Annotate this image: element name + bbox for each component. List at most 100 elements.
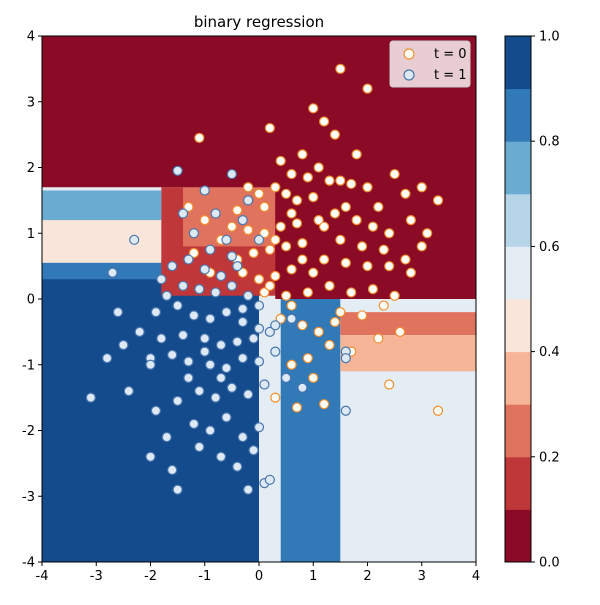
point-t1-30 [177, 330, 189, 341]
point-t1-46 [123, 385, 134, 397]
point-t1-27 [253, 300, 265, 311]
point-t0-52 [405, 267, 416, 278]
point-t1-39 [183, 356, 194, 367]
point-t1-7 [205, 244, 216, 255]
point-t0-85 [188, 247, 199, 259]
point-t0-16 [362, 182, 373, 193]
x-tick-label: 2 [363, 569, 371, 584]
point-t1-20 [243, 290, 254, 301]
point-t0-7 [297, 149, 308, 160]
point-t1-69 [264, 474, 275, 485]
point-t0-18 [308, 191, 319, 203]
x-tick-label: 3 [418, 569, 426, 584]
point-t1-33 [232, 336, 243, 347]
chart-title: binary regression [194, 13, 324, 31]
point-t0-9 [275, 155, 286, 167]
point-t1-47 [150, 405, 162, 416]
point-t1-87 [101, 353, 113, 364]
x-tick-label: 4 [472, 569, 480, 584]
colorbar: 0.0 0.2 0.4 0.6 0.8 1.0 [504, 30, 560, 571]
y-axis: -4 -3 -2 -1 0 1 2 3 4 [22, 30, 42, 571]
point-t0-75 [270, 392, 281, 403]
point-t0-13 [324, 175, 335, 186]
point-t0-94 [286, 208, 297, 219]
point-t1-18 [210, 287, 221, 298]
point-t0-14 [346, 178, 357, 190]
point-t0-78 [384, 379, 395, 390]
point-t1-41 [221, 362, 232, 374]
point-t1-17 [194, 284, 205, 295]
point-t1-86 [253, 323, 265, 334]
point-t0-34 [291, 218, 303, 229]
contour-region-2 [280, 299, 341, 562]
y-tick-label: -1 [22, 358, 35, 373]
point-t1-59 [253, 422, 265, 433]
point-t0-5 [329, 129, 341, 140]
point-t0-80 [183, 201, 194, 213]
point-t0-31 [405, 215, 416, 226]
point-t0-90 [394, 326, 406, 337]
point-t0-41 [378, 244, 389, 255]
point-t1-60 [145, 451, 156, 462]
point-t0-49 [340, 257, 351, 268]
point-t0-47 [248, 247, 259, 259]
point-t0-73 [308, 372, 319, 383]
point-t0-4 [264, 122, 275, 134]
contour-region-7 [42, 220, 162, 263]
point-t1-64 [232, 461, 243, 472]
point-t0-32 [422, 228, 433, 239]
point-t1-19 [226, 280, 237, 291]
point-t0-87 [264, 280, 275, 291]
point-t1-44 [270, 346, 281, 357]
y-tick-label: 3 [27, 95, 35, 110]
y-tick-label: 0 [27, 293, 35, 308]
point-t1-26 [237, 316, 248, 328]
point-t1-15 [156, 274, 167, 285]
point-t0-70 [324, 339, 335, 351]
point-t1-81 [161, 290, 172, 301]
y-tick-label: -3 [22, 490, 35, 505]
point-t0-22 [400, 188, 411, 199]
point-t0-60 [389, 290, 400, 301]
legend-marker-t1 [403, 69, 415, 81]
point-t1-75 [270, 320, 281, 331]
point-t1-43 [253, 356, 265, 367]
point-t1-23 [188, 310, 199, 321]
point-t0-0 [335, 63, 346, 74]
point-t1-89 [215, 372, 227, 383]
point-t1-52 [243, 389, 254, 400]
point-t0-20 [340, 201, 351, 213]
point-t0-81 [199, 215, 210, 226]
point-t0-3 [319, 116, 330, 127]
point-t1-77 [177, 208, 189, 219]
contour-region-4 [340, 312, 476, 336]
point-t1-8 [183, 254, 194, 265]
y-tick-label: 4 [27, 30, 35, 45]
point-t1-62 [194, 441, 205, 453]
point-t0-66 [378, 300, 389, 311]
colorbar-band-7 [505, 141, 531, 195]
data-points [85, 63, 444, 495]
point-t0-68 [297, 320, 308, 331]
point-t0-38 [226, 221, 237, 232]
x-tick-label: -4 [36, 569, 49, 584]
colorbar-band-2 [505, 404, 531, 458]
point-t0-11 [286, 168, 297, 180]
point-t1-65 [248, 445, 259, 456]
legend-label-t1: t = 1 [434, 68, 467, 83]
point-t1-38 [167, 349, 178, 360]
point-t0-72 [373, 333, 384, 344]
x-axis: -4 -3 -2 -1 0 1 2 3 4 [36, 562, 480, 584]
point-t0-8 [351, 149, 362, 160]
point-t1-22 [172, 300, 183, 311]
point-t1-61 [167, 464, 178, 476]
point-t0-63 [259, 287, 270, 298]
point-t0-98 [270, 234, 281, 245]
point-t1-80 [226, 251, 237, 262]
point-t0-30 [384, 228, 395, 239]
point-t0-27 [329, 208, 341, 219]
point-t0-91 [302, 353, 313, 364]
point-t0-26 [253, 188, 265, 199]
point-t0-42 [400, 254, 411, 265]
point-t0-93 [259, 201, 270, 213]
